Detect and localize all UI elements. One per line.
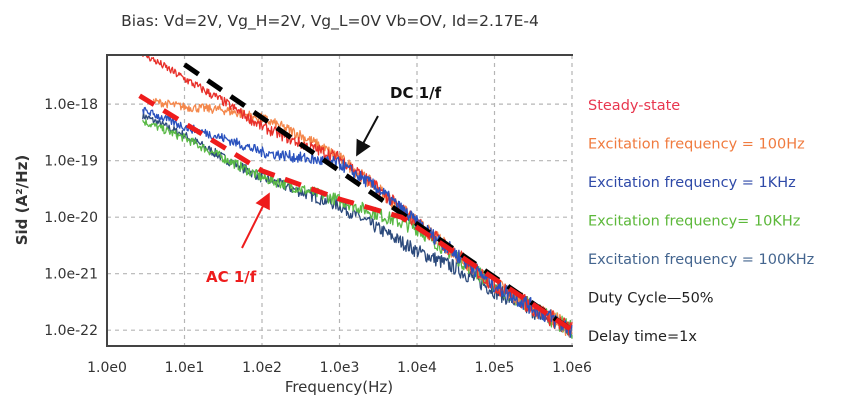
series-line-4 xyxy=(142,111,573,338)
x-axis-label: Frequency(Hz) xyxy=(285,378,393,396)
x-tick-label: 1.0e5 xyxy=(475,360,515,376)
ac-annotation-label: AC 1/f xyxy=(206,268,257,286)
x-tick-label: 1.0e3 xyxy=(320,360,360,376)
legend-item: Excitation frequency = 100KHz xyxy=(588,252,814,268)
legend-item: Steady-state xyxy=(588,98,680,114)
annotations: DC 1/f AC 1/f xyxy=(206,84,442,286)
dc-fit-line xyxy=(183,62,574,333)
legend-item: Excitation frequency = 100Hz xyxy=(588,137,805,153)
dc-arrow xyxy=(356,115,379,157)
axes xyxy=(106,54,573,347)
legend-note: Delay time=1x xyxy=(588,329,697,345)
x-tick-label: 1.0e0 xyxy=(87,360,127,376)
y-tick-label: 1.0e-20 xyxy=(44,210,98,226)
legend-item: Excitation frequency = 1KHz xyxy=(588,175,796,191)
y-tick-label: 1.0e-18 xyxy=(44,97,98,113)
y-axis-label: Sid (A²/Hz) xyxy=(13,155,31,246)
x-tick-label: 1.0e6 xyxy=(552,360,592,376)
x-tick-label: 1.0e2 xyxy=(242,360,282,376)
ac-fit-line xyxy=(138,93,574,333)
y-tick-label: 1.0e-21 xyxy=(44,267,98,283)
ac-arrow xyxy=(241,192,270,249)
x-tick-label: 1.0e1 xyxy=(165,360,205,376)
x-tick-label: 1.0e4 xyxy=(397,360,437,376)
chart-title: Bias: Vd=2V, Vg_H=2V, Vg_L=0V Vb=OV, Id=… xyxy=(121,12,539,31)
grid xyxy=(107,55,573,346)
y-tick-label: 1.0e-22 xyxy=(44,323,98,339)
plot-border xyxy=(106,54,573,347)
legend-item: Excitation frequency= 10KHz xyxy=(588,214,800,230)
legend-note: Duty Cycle—50% xyxy=(588,291,714,307)
series-line-2 xyxy=(142,106,573,338)
tick-labels: 1.0e0 1.0e1 1.0e2 1.0e3 1.0e4 1.0e5 1.0e6 1.0e-… xyxy=(44,97,592,376)
series-line-0 xyxy=(142,54,573,336)
y-tick-label: 1.0e-19 xyxy=(44,154,98,170)
fit-lines-layer xyxy=(138,62,574,333)
dc-annotation-label: DC 1/f xyxy=(390,84,442,102)
legend: Steady-state Excitation frequency = 100Hz… xyxy=(588,98,814,345)
series-layer xyxy=(142,54,573,339)
